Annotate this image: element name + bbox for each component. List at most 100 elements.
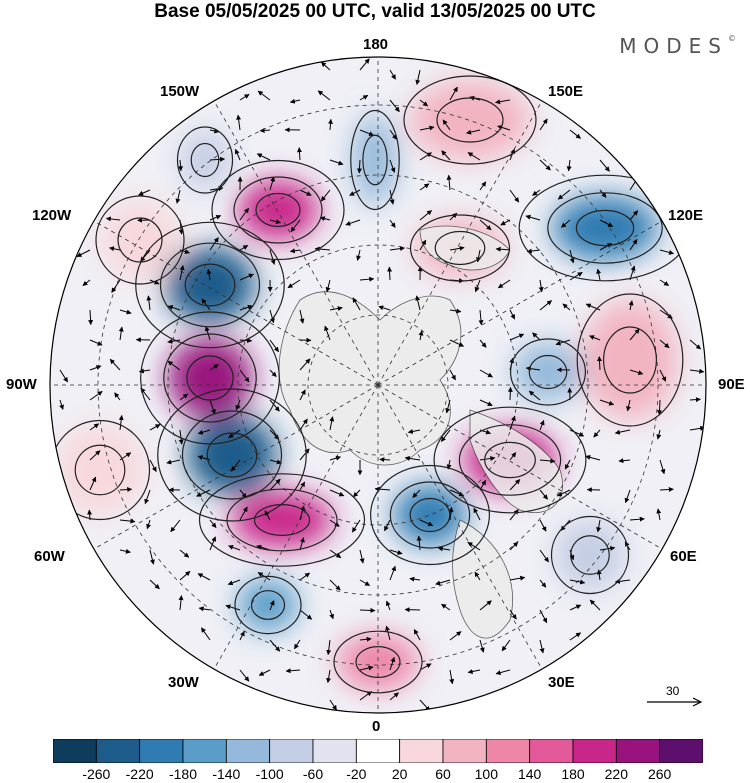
wind-vector-119: [146, 295, 152, 311]
wind-vector-247: [556, 489, 571, 497]
wind-vector-260: [351, 519, 361, 533]
wind-vector-281: [416, 535, 422, 551]
contour-a4-3: [140, 311, 280, 445]
wind-vector-49: [349, 189, 361, 196]
wind-vector-28: [209, 156, 226, 162]
contour-a9-2: [234, 575, 302, 635]
wind-vector-16: [259, 127, 271, 133]
wind-vector-252: [119, 518, 136, 524]
wind-vector-245: [509, 479, 521, 491]
colorbar-bin-12: [572, 739, 617, 763]
wind-vector-216: [230, 459, 241, 472]
contour-a7-2: [226, 488, 338, 552]
wind-vector-9: [389, 99, 400, 113]
anomaly-a19: [100, 200, 180, 280]
wind-vector-121: [201, 298, 211, 311]
contour-a13-1: [436, 97, 504, 143]
colorbar-tick-11: 180: [561, 766, 585, 782]
wind-vector-337: [326, 669, 332, 684]
wind-vector-166: [479, 369, 493, 378]
wind-vector-57: [599, 189, 607, 198]
vector-scale-label: 30: [666, 684, 680, 698]
colorbar-bin-5: [269, 739, 314, 763]
wind-vector-152: [589, 335, 601, 341]
colorbar-bin-6: [312, 739, 357, 763]
wind-vector-112: [538, 279, 544, 293]
wind-vector-300: [474, 571, 481, 581]
wind-vector-298: [409, 576, 421, 582]
meridian-line-1: [377, 384, 664, 551]
wind-vector-258: [299, 505, 306, 521]
wind-vector-68: [389, 219, 396, 228]
wind-vector-195: [178, 429, 184, 445]
wind-vector-259: [329, 519, 340, 527]
wind-vector-150: [532, 332, 541, 341]
contour-a3-2: [547, 192, 663, 264]
wind-vector-178: [179, 393, 189, 401]
wind-vector-232: [119, 487, 133, 493]
contour-a16-1: [190, 142, 220, 178]
wind-vector-280: [389, 549, 403, 555]
wind-vector-270: [656, 508, 662, 521]
wind-vector-78: [109, 246, 121, 252]
wind-vector-310: [299, 609, 313, 620]
wind-vector-222: [404, 455, 421, 461]
wind-vector-320: [589, 599, 601, 611]
wind-vector-65: [290, 219, 301, 233]
wind-vector-224: [479, 455, 496, 461]
wind-vector-127: [378, 305, 391, 311]
wind-vector-275: [228, 545, 241, 551]
wind-vector-105: [325, 279, 331, 293]
wind-vector-107: [387, 266, 393, 281]
wind-vector-77: [76, 249, 91, 258]
wind-vector-295: [329, 579, 341, 591]
wind-vector-22: [442, 119, 451, 131]
wind-vector-269: [629, 516, 645, 522]
anomaly-a12: [353, 115, 397, 205]
wind-vector-175: [89, 390, 103, 401]
wind-vector-335: [258, 669, 271, 676]
wind-vector-88: [419, 239, 427, 251]
wind-vector-246: [539, 489, 548, 500]
colorbar-tick-6: -20: [346, 766, 367, 782]
wind-vector-334: [239, 669, 250, 682]
wind-vector-338: [359, 665, 374, 671]
wind-vector-86: [356, 249, 361, 261]
wind-vector-307: [198, 606, 211, 612]
wind-vector-316: [479, 600, 492, 611]
wind-vector-66: [319, 216, 331, 222]
lon-label-120e: 120E: [668, 207, 704, 224]
wind-vector-290: [179, 570, 191, 581]
wind-vector-261: [384, 519, 391, 532]
wind-vector-83: [269, 249, 276, 265]
wind-vector-20: [389, 129, 398, 140]
wind-vector-62: [209, 214, 222, 221]
contour-a2-2: [181, 410, 283, 500]
wind-vector-289: [149, 579, 160, 590]
wind-vector-154: [659, 339, 670, 349]
wind-vector-238: [299, 481, 306, 491]
meridian-line-7: [92, 219, 379, 386]
wind-vector-254: [170, 519, 181, 533]
wind-vector-342: [467, 669, 481, 674]
wind-vector-76: [629, 210, 639, 221]
colorbar-bin-11: [529, 739, 574, 763]
wind-vectors: [59, 58, 706, 712]
wind-vector-188: [599, 399, 615, 406]
wind-vector-163: [269, 369, 277, 377]
wind-vector-84: [289, 248, 301, 254]
wind-vector-199: [299, 418, 308, 431]
wind-vector-153: [629, 328, 640, 341]
wind-vector-118: [119, 309, 132, 315]
wind-vector-96: [659, 249, 675, 255]
vector-scale-arrow: [647, 697, 703, 707]
wind-vector-122: [239, 304, 253, 311]
wind-vector-160: [167, 360, 181, 371]
colorbar-tick-13: 260: [647, 766, 672, 782]
contour-a19-2: [95, 195, 185, 285]
wind-vector-294: [299, 572, 311, 581]
wind-vector-279: [359, 549, 365, 564]
lon-label-90e: 90E: [718, 376, 745, 393]
wind-vector-14: [209, 128, 220, 134]
